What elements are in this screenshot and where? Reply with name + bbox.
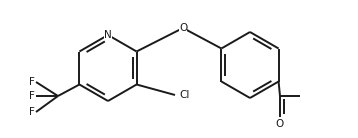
Text: Cl: Cl <box>179 90 189 100</box>
Text: N: N <box>104 30 112 40</box>
Text: O: O <box>179 23 187 33</box>
Text: F: F <box>29 77 35 87</box>
Text: O: O <box>276 119 284 129</box>
Text: F: F <box>29 91 35 101</box>
Text: F: F <box>29 107 35 117</box>
